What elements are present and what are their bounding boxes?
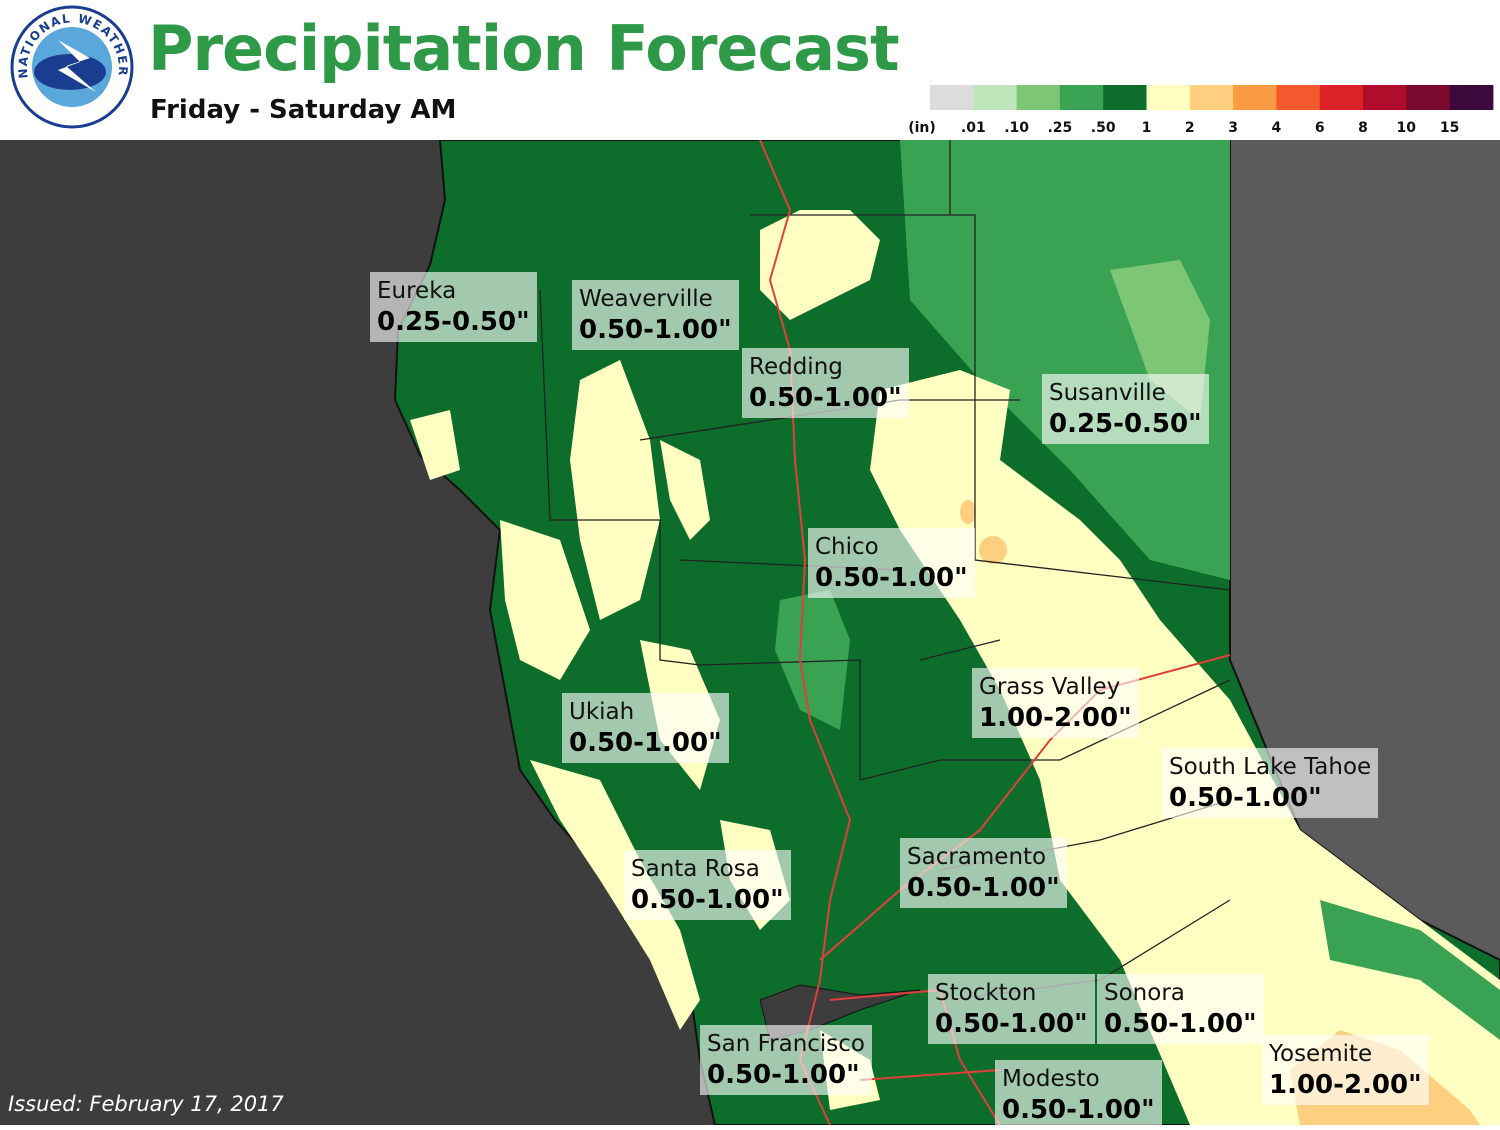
city-name: Chico: [815, 534, 879, 560]
legend-label: 4: [1272, 120, 1282, 136]
city-label: Susanville 0.25-0.50": [1042, 374, 1209, 444]
city-range: 0.50-1.00": [935, 1009, 1088, 1039]
city-name: South Lake Tahoe: [1169, 754, 1372, 780]
legend-unit: (in): [908, 120, 936, 136]
city-name: Weaverville: [579, 286, 713, 312]
legend-label: 1: [1142, 120, 1152, 136]
legend-swatch: [1059, 85, 1104, 110]
city-name: Redding: [749, 354, 843, 380]
legend-swatch: [1363, 85, 1407, 110]
legend-swatch: [1276, 85, 1321, 110]
city-name: San Francisco: [707, 1031, 866, 1057]
city-label: Ukiah 0.50-1.00": [562, 693, 729, 763]
city-label: Santa Rosa 0.50-1.00": [624, 850, 791, 920]
city-name: Modesto: [1002, 1066, 1100, 1092]
light-green-area: [900, 140, 1230, 580]
city-label: Grass Valley 1.00-2.00": [972, 668, 1139, 738]
city-range: 0.50-1.00": [1169, 783, 1322, 813]
legend-swatch: [930, 85, 974, 110]
legend-swatch: [1233, 85, 1277, 110]
city-label: Sonora 0.50-1.00": [1097, 974, 1264, 1044]
legend-label: .25: [1047, 120, 1072, 136]
city-label: Weaverville 0.50-1.00": [572, 280, 739, 350]
legend-label: 2: [1185, 120, 1195, 136]
legend-label: 10: [1397, 120, 1417, 136]
city-label: South Lake Tahoe 0.50-1.00": [1162, 748, 1379, 818]
city-range: 0.25-0.50": [1049, 409, 1202, 439]
city-name: Eureka: [377, 278, 457, 304]
city-name: Sacramento: [907, 844, 1047, 870]
legend-swatch: [1189, 85, 1234, 110]
city-name: Grass Valley: [979, 674, 1121, 700]
legend-swatch: [1016, 85, 1061, 110]
city-label: Eureka 0.25-0.50": [370, 272, 537, 342]
legend-swatch: [1319, 85, 1364, 110]
legend-swatch: [1103, 85, 1147, 110]
legend-swatch: [973, 85, 1018, 110]
legend-label: .01: [961, 120, 986, 136]
city-range: 0.50-1.00": [707, 1060, 860, 1090]
city-label: San Francisco 0.50-1.00": [700, 1025, 873, 1095]
city-name: Santa Rosa: [631, 856, 760, 882]
city-label: Modesto 0.50-1.00": [995, 1060, 1162, 1130]
legend-swatch: [1449, 85, 1494, 110]
city-range: 0.50-1.00": [749, 383, 902, 413]
city-range: 0.50-1.00": [907, 873, 1060, 903]
city-label: Sacramento 0.50-1.00": [900, 838, 1067, 908]
legend-swatch: [1406, 85, 1451, 110]
city-range: 0.50-1.00": [1104, 1009, 1257, 1039]
city-name: Ukiah: [569, 699, 635, 725]
subtitle: Friday - Saturday AM: [150, 95, 457, 125]
legend-swatch: [1146, 85, 1191, 110]
green-patches: [775, 590, 1500, 1040]
city-label: Stockton 0.50-1.00": [928, 974, 1095, 1044]
city-label: Yosemite 1.00-2.00": [1262, 1035, 1429, 1105]
legend-label: .50: [1091, 120, 1116, 136]
legend-label: 3: [1228, 120, 1238, 136]
city-label: Redding 0.50-1.00": [742, 348, 909, 418]
city-range: 0.50-1.00": [631, 885, 784, 915]
city-range: 0.25-0.50": [377, 307, 530, 337]
city-range: 1.00-2.00": [1269, 1070, 1422, 1100]
city-name: Yosemite: [1269, 1041, 1373, 1067]
legend: (in) .01 .10 .25 .50 1 2 3 4 6 8 10 15: [908, 85, 1494, 136]
city-range: 0.50-1.00": [579, 315, 732, 345]
city-range: 0.50-1.00": [1002, 1095, 1155, 1125]
city-name: Sonora: [1104, 980, 1185, 1006]
legend-label: 6: [1315, 120, 1325, 136]
city-range: 0.50-1.00": [569, 728, 722, 758]
issued-date: Issued: February 17, 2017: [8, 1092, 284, 1116]
city-range: 0.50-1.00": [815, 563, 968, 593]
legend-label: 8: [1358, 120, 1368, 136]
city-label: Chico 0.50-1.00": [808, 528, 975, 598]
header-bg: [0, 0, 1500, 140]
legend-label: .10: [1004, 120, 1029, 136]
city-name: Stockton: [935, 980, 1037, 1006]
city-range: 1.00-2.00": [979, 703, 1132, 733]
legend-label: 15: [1440, 120, 1459, 136]
title: Precipitation Forecast: [148, 12, 900, 85]
city-name: Susanville: [1049, 380, 1166, 406]
